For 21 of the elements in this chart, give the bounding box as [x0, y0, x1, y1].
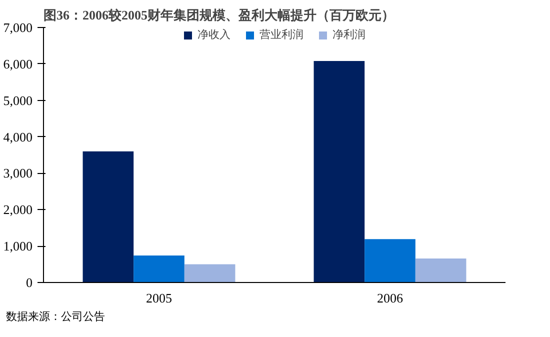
bar: [314, 61, 365, 282]
legend-label: 净利润: [332, 28, 366, 42]
bar: [184, 264, 236, 282]
y-tick-label: 4,000: [3, 129, 32, 144]
y-tick-label: 0: [26, 275, 32, 290]
x-tick-label: 2005: [146, 290, 172, 306]
legend-label: 净收入: [198, 28, 230, 42]
bar: [364, 239, 416, 282]
y-tick-label: 1,000: [3, 238, 32, 254]
bar: [134, 256, 184, 282]
y-tick-label: 6,000: [3, 56, 32, 72]
y-tick-label: 3,000: [3, 166, 32, 181]
bar: [415, 258, 466, 282]
legend-label: 营业利润: [260, 28, 304, 42]
source-note: 数据来源：公司公告: [6, 310, 105, 325]
x-tick-label: 2006: [377, 290, 404, 306]
chart-title: 图36：2006较2005财年集团规模、盈利大幅提升（百万欧元）: [44, 8, 394, 22]
y-tick-label: 5,000: [3, 92, 32, 108]
bar: [82, 151, 134, 282]
y-tick-label: 2,000: [3, 202, 32, 218]
y-tick-label: 7,000: [3, 20, 32, 35]
